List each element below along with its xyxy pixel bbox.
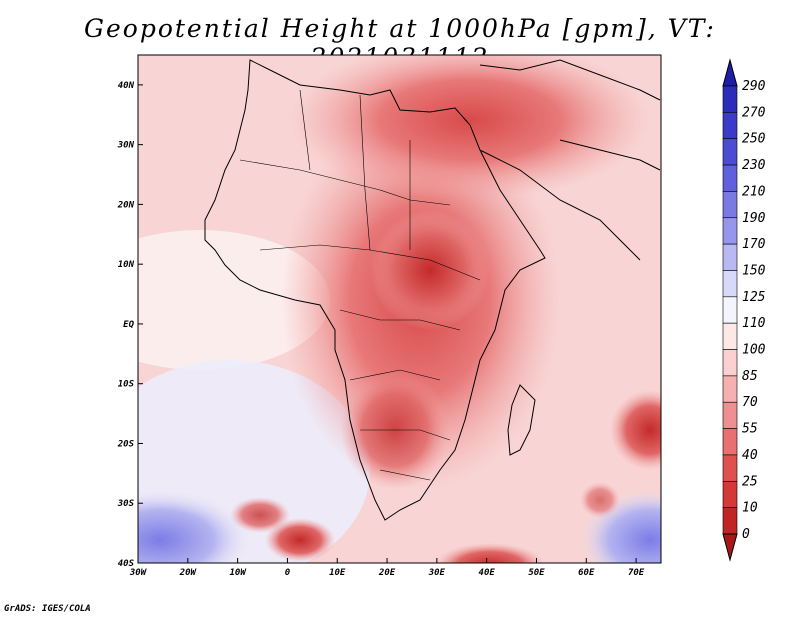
colorbar-swatch xyxy=(722,375,738,403)
lon-tick-label: 30W xyxy=(129,568,148,578)
colorbar-swatch xyxy=(722,401,738,429)
lon-tick-label: 10E xyxy=(329,568,346,578)
colorbar: 2902702502302101901701501251101008570554… xyxy=(722,58,766,562)
lat-tick-label: 20S xyxy=(117,439,135,449)
coastlines xyxy=(204,59,661,521)
colorbar-level-label: 270 xyxy=(742,105,766,120)
software-credit: GrADS: IGES/COLA xyxy=(4,604,91,614)
colorbar-swatch xyxy=(722,428,738,456)
country-borders xyxy=(239,89,481,481)
lat-tick-label: 30S xyxy=(117,499,135,509)
colorbar-level-label: 10 xyxy=(742,501,758,516)
colorbar-swatch xyxy=(722,454,738,482)
colorbar-swatch xyxy=(722,296,738,324)
colorbar-level-label: 170 xyxy=(742,237,766,252)
colorbar-level-label: 210 xyxy=(742,184,766,199)
colorbar-level-label: 230 xyxy=(742,158,766,173)
colorbar-level-label: 110 xyxy=(742,316,766,331)
lon-tick-label: 0 xyxy=(285,568,291,578)
colorbar-bottom-arrow xyxy=(722,533,738,562)
lon-tick-label: 50E xyxy=(528,568,545,578)
lat-tick-label: 30N xyxy=(117,141,135,151)
lon-tick-label: 60E xyxy=(578,568,595,578)
colorbar-swatch xyxy=(722,217,738,245)
colorbar-swatch xyxy=(722,112,738,140)
colorbar-level-label: 190 xyxy=(742,211,766,226)
colorbar-level-label: 25 xyxy=(742,474,758,489)
lat-tick-label: 40N xyxy=(118,81,135,91)
lat-tick-label: 10N xyxy=(118,260,135,270)
lat-tick-label: 10S xyxy=(118,380,135,390)
lon-tick-label: 20W xyxy=(179,568,198,578)
colorbar-level-label: 85 xyxy=(742,369,758,384)
lat-tick-label: 40S xyxy=(118,559,135,569)
lon-tick-label: 70E xyxy=(628,568,645,578)
lat-tick-label: EQ xyxy=(123,320,134,330)
colorbar-level-label: 70 xyxy=(742,395,758,410)
colorbar-level-label: 150 xyxy=(742,263,766,278)
colorbar-level-label: 250 xyxy=(742,132,766,147)
colorbar-swatch xyxy=(722,164,738,192)
colorbar-swatch xyxy=(722,507,738,535)
axis-ticks: 30W 20W 10W 0 10E 20E 30E 40E 50E 60E 70E 40N 30N 20N… xyxy=(117,81,645,578)
colorbar-swatch xyxy=(722,243,738,271)
colorbar-level-label: 0 xyxy=(742,527,750,542)
colorbar-swatch xyxy=(722,270,738,298)
lon-tick-label: 20E xyxy=(378,568,396,578)
colorbar-swatch xyxy=(722,480,738,508)
lon-tick-label: 40E xyxy=(479,568,496,578)
plot-frame xyxy=(137,54,662,564)
colorbar-level-label: 55 xyxy=(742,422,758,437)
lat-tick-label: 20N xyxy=(117,200,135,210)
lon-tick-label: 10W xyxy=(229,568,247,578)
colorbar-swatch xyxy=(722,138,738,166)
colorbar-swatch xyxy=(722,85,738,113)
colorbar-swatch xyxy=(722,322,738,350)
colorbar-level-label: 125 xyxy=(742,290,766,305)
lon-tick-label: 30E xyxy=(428,568,446,578)
colorbar-level-label: 100 xyxy=(742,343,766,358)
colorbar-level-label: 290 xyxy=(742,79,766,94)
field-layer xyxy=(138,55,661,563)
colorbar-level-label: 40 xyxy=(742,448,758,463)
colorbar-top-arrow xyxy=(722,58,738,87)
colorbar-swatch xyxy=(722,191,738,219)
colorbar-swatch xyxy=(722,349,738,377)
